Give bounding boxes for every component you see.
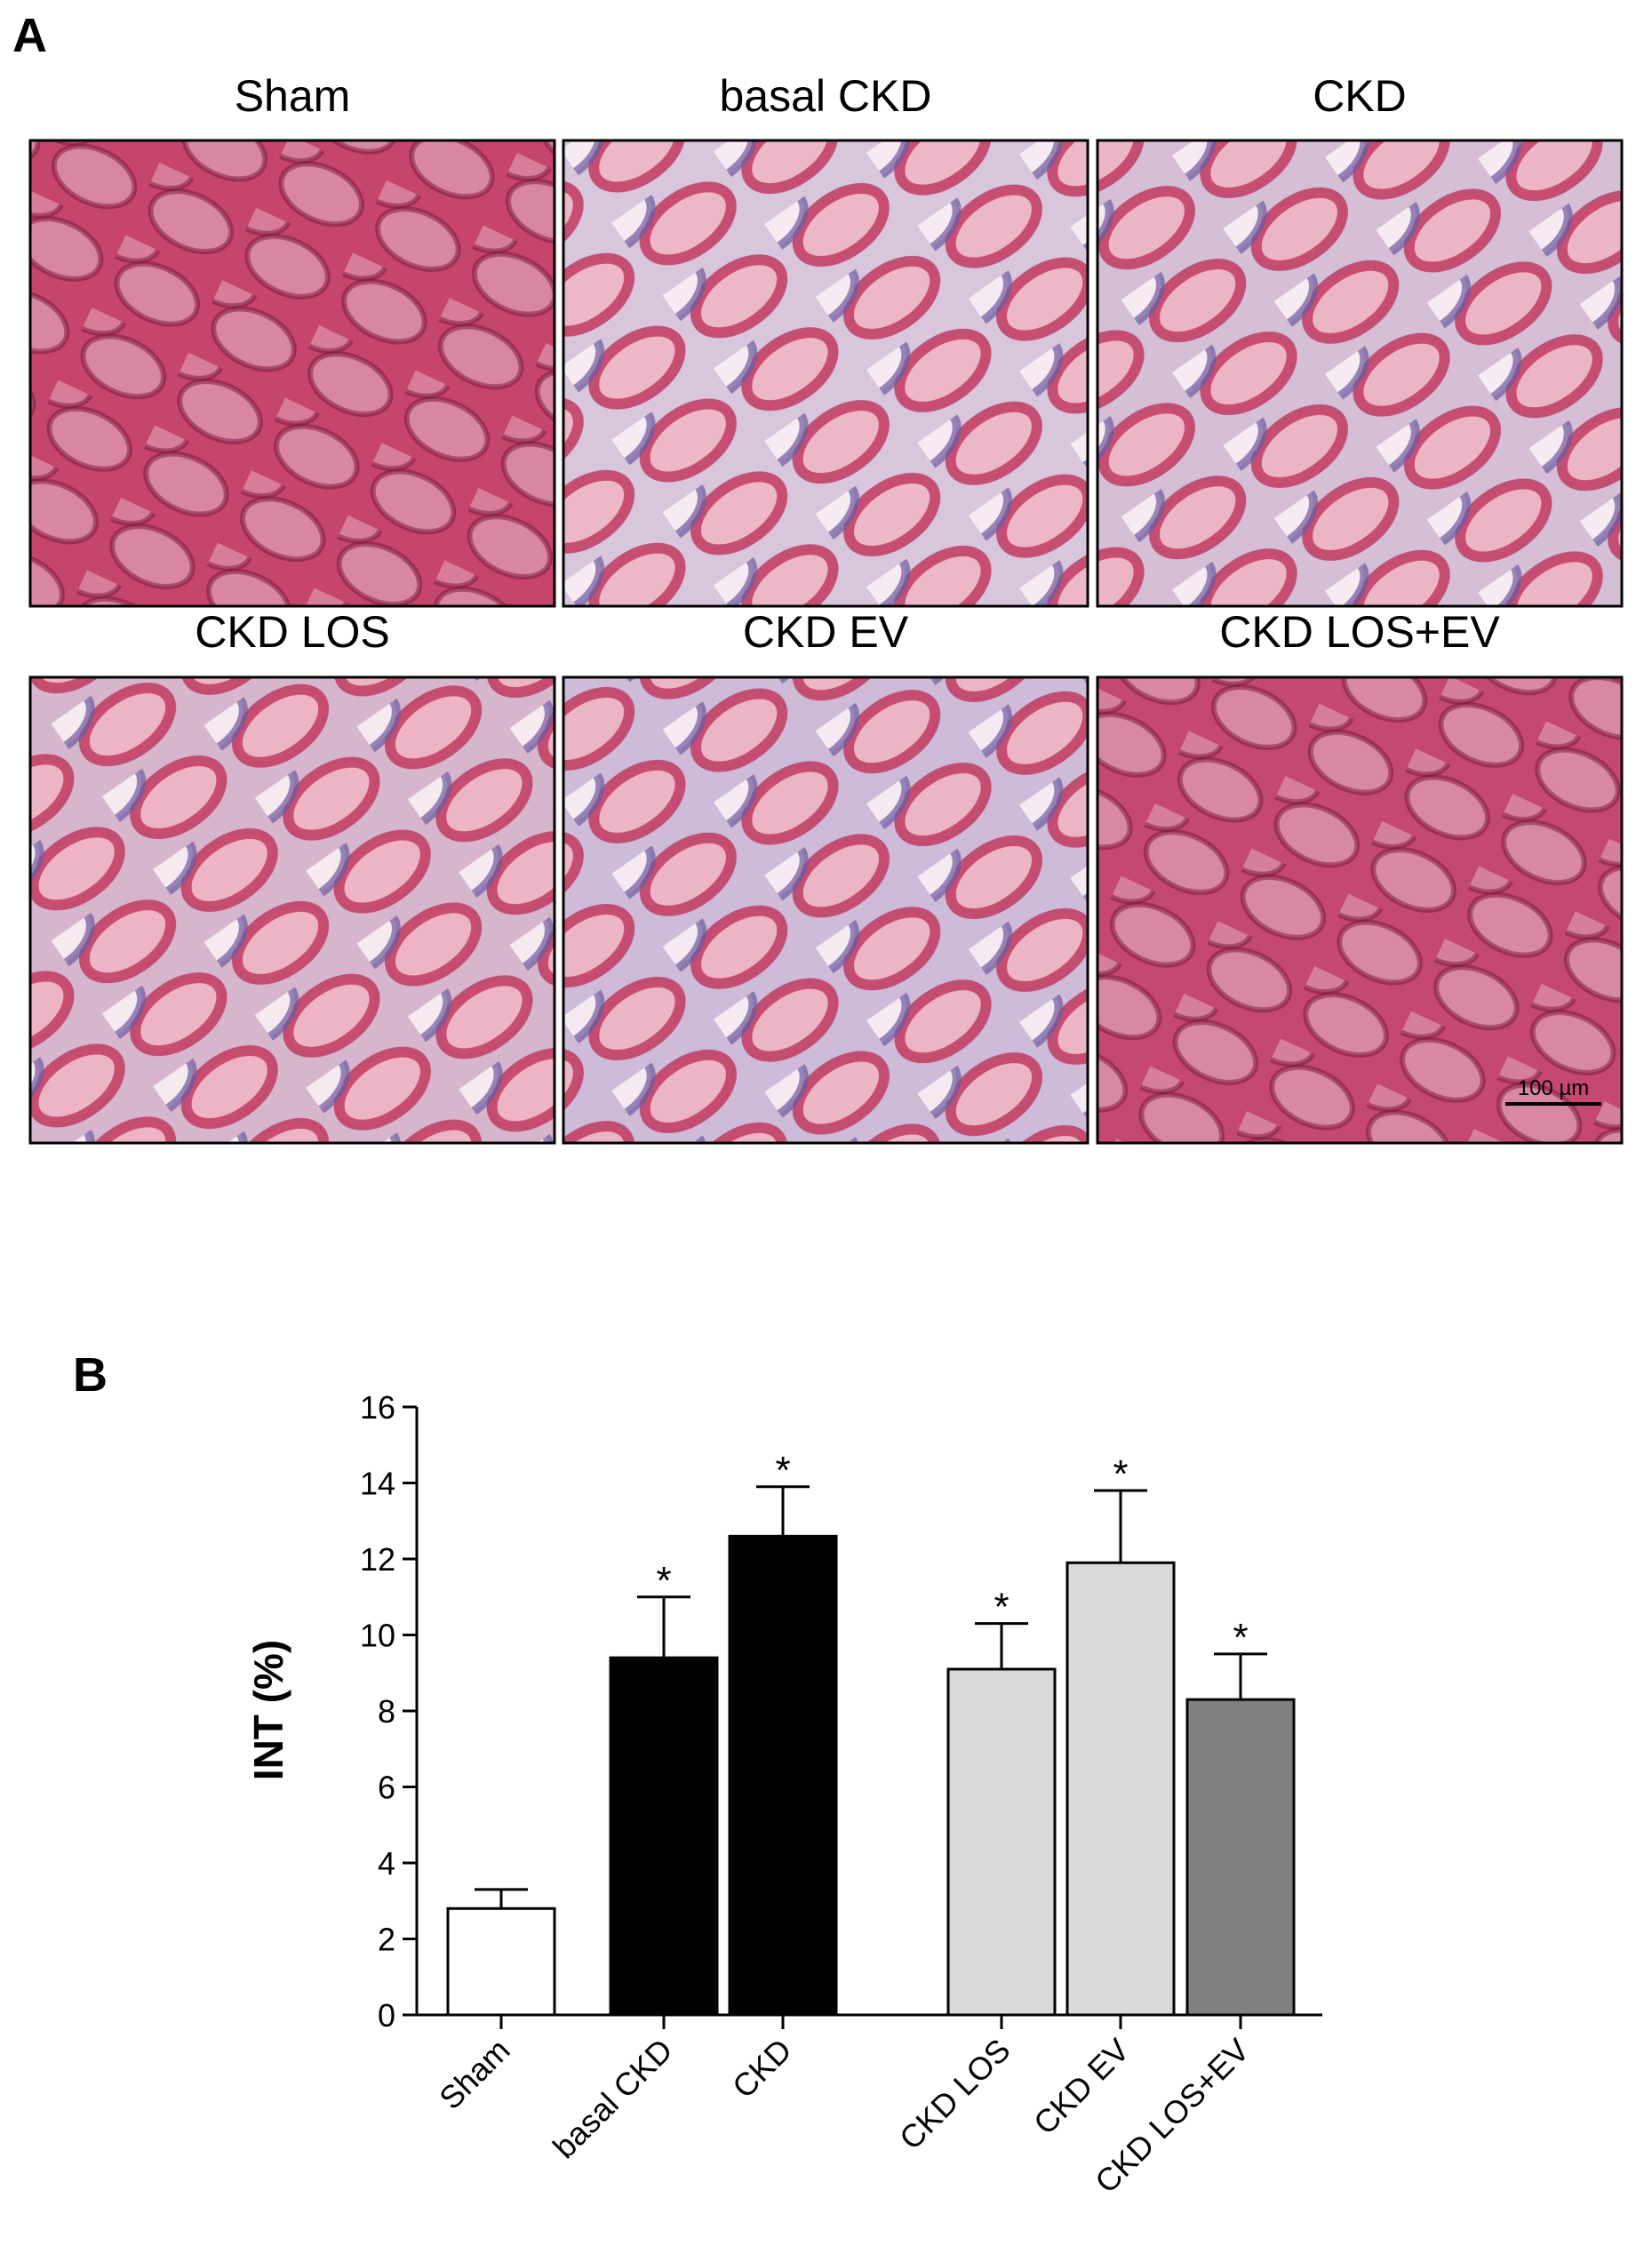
x-tick-label: CKD xyxy=(725,2032,799,2106)
y-tick-label: 0 xyxy=(378,1997,395,2034)
significance-mark: * xyxy=(1233,1616,1248,1659)
bar xyxy=(1185,1698,1296,2017)
micrograph-texture xyxy=(30,140,555,606)
y-axis-label: INT (%) xyxy=(245,1640,291,1780)
image-title: CKD xyxy=(1313,71,1407,121)
micrograph-texture xyxy=(30,677,555,1143)
y-tick-label: 12 xyxy=(360,1541,395,1578)
y-tick-label: 10 xyxy=(360,1618,395,1654)
y-tick-label: 8 xyxy=(378,1693,395,1730)
image-title: Sham xyxy=(235,71,351,121)
image-title: CKD LOS xyxy=(195,607,390,657)
x-tick-label: CKD LOS xyxy=(892,2032,1018,2157)
micrograph-texture xyxy=(563,677,1088,1143)
significance-mark: * xyxy=(1113,1452,1128,1496)
image-title: basal CKD xyxy=(720,71,932,121)
micrograph-frame xyxy=(562,139,1089,608)
micrograph-frame xyxy=(28,139,556,608)
bar xyxy=(446,1906,556,2017)
bar xyxy=(946,1667,1057,2017)
y-tick-label: 6 xyxy=(378,1770,395,1806)
significance-mark: * xyxy=(994,1586,1009,1629)
x-tick-label: basal CKD xyxy=(546,2032,680,2166)
micrograph-frame xyxy=(28,675,556,1145)
x-tick-label: CKD EV xyxy=(1026,2032,1137,2142)
bar xyxy=(1065,1561,1176,2017)
micrograph-texture xyxy=(1097,140,1622,606)
bar xyxy=(609,1656,719,2017)
scale-bar-label: 100 µm xyxy=(1518,1076,1590,1100)
bar xyxy=(728,1534,838,2017)
panel-b: B 0 2 4 6 8 10 12 14 16 INT (%) Sham basal CKD * CKD *… xyxy=(73,1348,1322,2200)
micrograph-frame xyxy=(1096,139,1624,608)
panel-label: B xyxy=(73,1348,108,1402)
micrograph-frame xyxy=(562,675,1089,1145)
micrograph-texture xyxy=(1097,677,1622,1143)
y-tick-label: 2 xyxy=(378,1922,395,1958)
y-tick-label: 16 xyxy=(360,1389,395,1426)
image-title: CKD LOS+EV xyxy=(1219,607,1500,657)
x-tick-label: Sham xyxy=(432,2032,516,2116)
panel-label: A xyxy=(12,9,47,62)
significance-mark: * xyxy=(656,1559,671,1603)
micrograph-texture xyxy=(563,140,1088,606)
micrograph-frame xyxy=(1096,675,1624,1145)
y-tick-label: 14 xyxy=(360,1466,395,1502)
image-title: CKD EV xyxy=(743,607,909,657)
panel-a: A Sham basal CKD CKD CKD LOS CKD EV CKD LOS+E… xyxy=(12,9,1624,1145)
y-tick-label: 4 xyxy=(378,1845,395,1882)
significance-mark: * xyxy=(775,1449,790,1492)
